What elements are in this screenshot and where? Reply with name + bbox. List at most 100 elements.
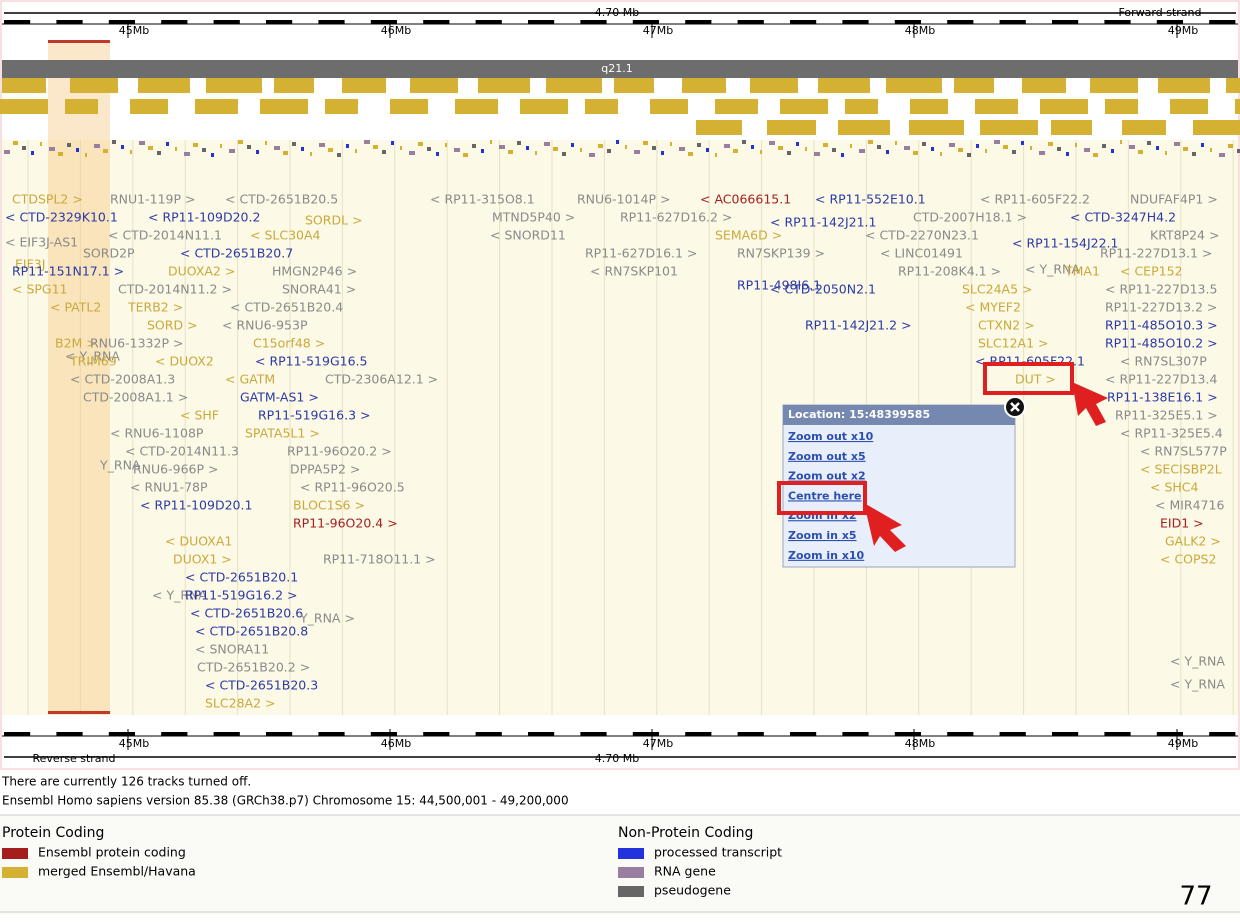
gene-label[interactable]: < RP11-605F22.2: [980, 192, 1090, 207]
gene-label[interactable]: < RP11-325E5.4: [1120, 426, 1223, 441]
gene-label[interactable]: SORD2P: [83, 246, 135, 261]
gene-label[interactable]: < GATM: [225, 372, 275, 387]
gene-label[interactable]: RP11-627D16.2 >: [620, 210, 732, 225]
gene-label[interactable]: DUT >: [1015, 372, 1056, 387]
gene-label[interactable]: DUOX1 >: [173, 552, 232, 567]
gene-label[interactable]: RP11-96O20.4 >: [293, 516, 398, 531]
gene-label[interactable]: SLC28A2 >: [205, 696, 275, 711]
gene-label[interactable]: RP11-519G16.3 >: [258, 408, 370, 423]
gene-label[interactable]: < MYEF2: [965, 300, 1021, 315]
gene-label[interactable]: < CTD-2651B20.3: [205, 678, 318, 693]
gene-label[interactable]: SLC12A1 >: [978, 336, 1048, 351]
gene-label[interactable]: < Y_RNA: [65, 349, 120, 364]
gene-label[interactable]: SPATA5L1 >: [245, 426, 320, 441]
gene-label[interactable]: SNORA41 >: [282, 282, 356, 297]
gene-label[interactable]: < RP11-96O20.5: [300, 480, 405, 495]
gene-label[interactable]: TERB2 >: [127, 300, 183, 315]
gene-label[interactable]: GALK2 >: [1165, 534, 1221, 549]
gene-label[interactable]: CTD-2014N11.2 >: [118, 282, 232, 297]
gene-label[interactable]: < RN7SL307P: [1120, 354, 1207, 369]
gene-label[interactable]: RNU1-119P >: [110, 192, 196, 207]
popup-link[interactable]: Zoom out x5: [788, 450, 866, 463]
gene-label[interactable]: RP11-519G16.2 >: [185, 588, 297, 603]
gene-label[interactable]: < RNU6-953P: [222, 318, 308, 333]
gene-label[interactable]: < RP11-142J21.1: [770, 215, 876, 230]
gene-label[interactable]: MTND5P40 >: [492, 210, 575, 225]
gene-label[interactable]: < Y_RNA: [1170, 677, 1225, 692]
popup-link[interactable]: Centre here: [788, 489, 862, 502]
gene-label[interactable]: TMA1: [1064, 264, 1100, 279]
gene-label[interactable]: DUOXA2 >: [168, 264, 235, 279]
gene-label[interactable]: < CTD-2651B20.5: [225, 192, 338, 207]
gene-label[interactable]: CTD-2306A12.1 >: [325, 372, 438, 387]
gene-label[interactable]: EIF3J: [15, 257, 45, 272]
gene-label[interactable]: < CEP152: [1120, 264, 1182, 279]
gene-label[interactable]: C15orf48 >: [253, 336, 325, 351]
popup-link[interactable]: Zoom out x10: [788, 430, 874, 443]
gene-label[interactable]: TRIM69: [69, 354, 117, 369]
gene-label[interactable]: GATM-AS1 >: [240, 390, 319, 405]
gene-label[interactable]: < MIR4716: [1155, 498, 1224, 513]
gene-label[interactable]: < RP11-227D13.4: [1105, 372, 1217, 387]
gene-label[interactable]: RP11-96O20.2 >: [287, 444, 392, 459]
gene-label[interactable]: < RP11-315O8.1: [430, 192, 535, 207]
gene-label[interactable]: < CTD-3247H4.2: [1070, 210, 1176, 225]
gene-label[interactable]: < RP11-109D20.2: [148, 210, 260, 225]
gene-label[interactable]: < RP11-227D13.5: [1105, 282, 1217, 297]
gene-label[interactable]: < CTD-2651B20.8: [195, 624, 308, 639]
gene-label[interactable]: < CTD-2270N23.1: [865, 228, 979, 243]
gene-label[interactable]: RN7SKP139 >: [737, 246, 825, 261]
gene-label[interactable]: < CTD-2329K10.1: [5, 210, 118, 225]
gene-label[interactable]: RNU6-966P >: [133, 462, 219, 477]
gene-label[interactable]: < CTD-2014N11.1: [108, 228, 222, 243]
gene-label[interactable]: RP11-485O10.3 >: [1105, 318, 1218, 333]
gene-label[interactable]: < SHC4: [1150, 480, 1199, 495]
gene-label[interactable]: < RNU6-1108P: [110, 426, 204, 441]
gene-label[interactable]: RP11-208K4.1 >: [898, 264, 1001, 279]
gene-label[interactable]: < CTD-2014N11.3: [125, 444, 239, 459]
gene-label[interactable]: < RP11-109D20.1: [140, 498, 252, 513]
gene-label[interactable]: CTD-2008A1.1 >: [83, 390, 188, 405]
gene-label[interactable]: < Y_RNA: [1025, 262, 1080, 277]
gene-label[interactable]: RP11-227D13.2 >: [1105, 300, 1217, 315]
gene-label[interactable]: < DUOX2: [155, 354, 214, 369]
popup-link[interactable]: Zoom out x2: [788, 470, 866, 483]
gene-label[interactable]: CTD-2651B20.2 >: [197, 660, 310, 675]
gene-label[interactable]: < Y_RNA: [152, 588, 207, 603]
gene-label[interactable]: < Y_RNA: [1170, 654, 1225, 669]
gene-label[interactable]: B2M >: [55, 336, 97, 351]
gene-label[interactable]: < RN7SL577P: [1140, 444, 1227, 459]
gene-label[interactable]: < EIF3J-AS1: [5, 235, 78, 250]
gene-label[interactable]: CTD-2007H18.1 >: [913, 210, 1027, 225]
gene-label[interactable]: SORD >: [147, 318, 198, 333]
gene-label[interactable]: < CTD-2651B20.7: [180, 246, 293, 261]
gene-label[interactable]: < COPS2: [1160, 552, 1216, 567]
gene-label[interactable]: SORDL >: [305, 213, 363, 228]
popup-link[interactable]: Zoom in x10: [788, 549, 865, 562]
gene-label[interactable]: < CTD-2651B20.1: [185, 570, 298, 585]
gene-label[interactable]: CTXN2 >: [978, 318, 1035, 333]
gene-label[interactable]: HMGN2P46 >: [272, 264, 357, 279]
gene-label[interactable]: RP11-718O11.1 >: [323, 552, 436, 567]
gene-label[interactable]: BLOC1S6 >: [293, 498, 365, 513]
gene-label[interactable]: < RP11-519G16.5: [255, 354, 367, 369]
gene-label[interactable]: SEMA6D >: [715, 228, 782, 243]
gene-label[interactable]: RP11-138E16.1 >: [1107, 390, 1218, 405]
gene-label[interactable]: < LINC01491: [880, 246, 963, 261]
gene-label[interactable]: RP11-142J21.2 >: [805, 318, 911, 333]
gene-label[interactable]: < SNORD11: [490, 228, 566, 243]
gene-label[interactable]: < CTD-2008A1.3: [70, 372, 175, 387]
gene-label[interactable]: CTDSPL2 >: [12, 192, 83, 207]
gene-label[interactable]: < CTD-2651B20.4: [230, 300, 343, 315]
gene-label[interactable]: RNU6-1332P >: [90, 336, 183, 351]
gene-label[interactable]: EID1 >: [1160, 516, 1204, 531]
gene-label[interactable]: SLC24A5 >: [962, 282, 1032, 297]
gene-label[interactable]: RNU6-1014P >: [577, 192, 670, 207]
gene-label[interactable]: < RP11-605F22.1: [975, 354, 1085, 369]
gene-label[interactable]: RP11-227D13.1 >: [1100, 246, 1212, 261]
gene-label[interactable]: < SPG11: [12, 282, 68, 297]
gene-label[interactable]: NDUFAF4P1 >: [1130, 192, 1218, 207]
gene-label[interactable]: < AC066615.1: [700, 192, 791, 207]
gene-label[interactable]: < SECISBP2L: [1140, 462, 1222, 477]
gene-label[interactable]: < RN7SKP101: [590, 264, 678, 279]
